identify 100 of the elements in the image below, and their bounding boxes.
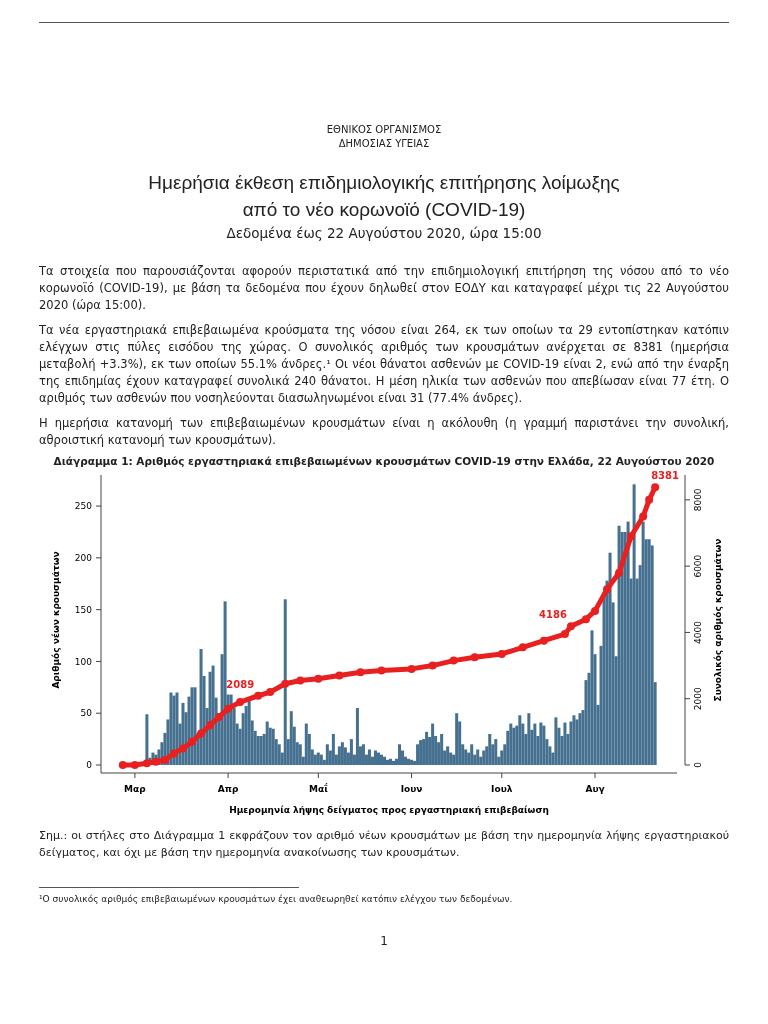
y-tick-label: 250	[74, 501, 93, 512]
point	[188, 737, 197, 746]
x-tick-label: Μαρ	[124, 784, 147, 794]
bar	[367, 749, 371, 765]
bar	[590, 630, 594, 765]
point	[314, 674, 323, 683]
point	[215, 712, 224, 721]
bar	[446, 746, 450, 765]
bar	[509, 723, 513, 765]
bar	[389, 758, 393, 765]
bar	[392, 760, 396, 765]
point	[428, 661, 437, 670]
text: Η ημερήσια κατανομή των επιβεβαιωμένων κρουσμάτων είναι η ακόλουθη (η γραμμή παριστάνει την συνολική, αθροιστική κατανομή των κρουσμάτων).	[39, 415, 729, 449]
point	[639, 512, 648, 521]
bar	[355, 708, 359, 765]
bar	[379, 754, 383, 765]
text: ¹Ο συνολικός αριθμός επιβεβαιωμένων κρουσμάτων έχει αναθεωρηθεί κατόπιν ελέγχου των δεδομένων.	[39, 894, 514, 904]
point	[130, 761, 139, 769]
bar	[572, 715, 576, 765]
bar	[331, 733, 335, 765]
y-tick-label: 200	[74, 553, 93, 564]
data-label: 8381	[651, 470, 680, 482]
bar	[518, 715, 522, 765]
point	[236, 698, 245, 707]
y2-axis-title: Συνολικός αριθμός κρουσμάτων	[713, 538, 723, 702]
bar	[361, 744, 365, 765]
bar	[494, 739, 498, 765]
bar	[289, 711, 293, 765]
bar	[539, 722, 543, 765]
point	[627, 532, 636, 541]
point	[335, 671, 344, 680]
point	[266, 688, 275, 697]
point	[560, 630, 569, 639]
bar	[533, 723, 537, 765]
x-tick-label: Αυγ	[585, 784, 605, 794]
bar	[647, 539, 651, 765]
chart-title: Ημερήσια έκθεση επιδημιολογικής επιτήρησης λοίμωξης από το νέο κορωνοϊό (COVID-19)	[147, 171, 621, 222]
y2-tick-label: 6000	[693, 554, 703, 578]
text: Τα στοιχεία που παρουσιάζονται αφορούν περιστατικά από την επιδημιολογική επιτήρηση της νόσου από το νέο κορωνοϊό (COVID-19), με βάση τα δεδομένα που έχουν δηλωθεί στον ΕΟΔΥ και καταγραφεί μέχρι τις 22 Αυγούστου 2020 (ώρα 15:00).	[39, 263, 729, 314]
point	[645, 495, 654, 504]
point	[603, 585, 612, 594]
point	[377, 666, 386, 675]
point	[118, 761, 127, 769]
y2-tick-label: 2000	[693, 686, 703, 711]
data-label: 2089	[226, 678, 255, 690]
bar	[271, 728, 275, 765]
point	[591, 606, 600, 615]
text: Σημ.: οι στήλες στο Διάγραμμα 1 εκφράζουν τον αριθμό νέων κρουσμάτων με βάση την ημερομηνία λήψης εργαστηριακού δείγματος, και όχι με βάση την ημερομηνία ανακοίνωσης των κρουσμάτων.	[39, 828, 729, 861]
bar	[608, 552, 612, 765]
bar	[470, 744, 474, 765]
bar	[298, 744, 302, 765]
point	[470, 653, 479, 662]
bar	[265, 721, 269, 765]
bar	[259, 736, 263, 765]
bar	[431, 723, 435, 765]
y-tick-label: 0	[86, 760, 93, 771]
point	[224, 704, 233, 713]
bar	[376, 752, 380, 765]
x-tick-label: Μαΐ	[309, 783, 329, 794]
point	[356, 668, 365, 677]
bar	[641, 521, 645, 765]
bar	[527, 713, 531, 765]
bar	[482, 750, 486, 765]
bar	[407, 758, 411, 765]
bar	[398, 744, 402, 765]
bar	[199, 649, 203, 765]
y-axis-title: Αριθμός νέων κρουσμάτων	[51, 551, 61, 689]
point	[281, 679, 290, 688]
bar	[244, 705, 248, 765]
bar	[247, 699, 251, 765]
text: 1	[379, 934, 389, 948]
x-tick-label: Ιουν	[400, 784, 423, 794]
bar	[488, 733, 492, 765]
point	[160, 756, 169, 765]
text: Διάγραμμα 1: Αριθμός εργαστηριακά επιβεβαιωμένων κρουσμάτων COVID-19 στην Ελλάδα, 22 Αυγούστου 2020	[52, 455, 716, 467]
point	[651, 483, 660, 492]
bar	[578, 713, 582, 765]
bar	[349, 739, 353, 765]
bar	[416, 744, 420, 765]
y-tick-label: 100	[74, 656, 93, 667]
bar	[304, 723, 308, 765]
bar	[325, 744, 329, 765]
bar	[373, 750, 377, 765]
bar	[617, 525, 621, 765]
bar	[440, 733, 444, 765]
y-tick-label: 150	[74, 604, 93, 615]
bar	[512, 727, 516, 765]
point	[615, 568, 624, 577]
text: Τα νέα εργαστηριακά επιβεβαιωμένα κρούσματα της νόσου είναι 264, εκ των οποίων τα 29 εντοπίστηκαν κατόπιν ελέγχων στις πύλες εισόδου της χώρας. Ο συνολικός αριθμός των κρουσμάτων ανέρχεται σε 8381 (ημερήσια μεταβολή +3.3%), εκ των οποίων 55.1% άνδρες.¹ Οι νέοι θάνατοι ασθενών με COVID-19 είναι 2, ενώ από την έναρξη της επιδημίας έχουν καταγραφεί συνολικά 240 θάνατοι. Η μέση ηλικία των ασθενών που απεβίωσαν είναι 77 έτη. Ο αριθμός των ασθενών που νοσηλεύονται διασωληνωμένοι είναι 31 (77.4% άνδρες).	[39, 322, 729, 407]
bar	[476, 749, 480, 765]
bar	[337, 746, 341, 765]
bar	[554, 717, 558, 765]
data-label: 4186	[539, 609, 567, 621]
x-tick-label: Ιουλ	[491, 784, 513, 794]
y2-tick-label: 4000	[693, 620, 703, 644]
y2-tick-label: 8000	[693, 488, 703, 512]
point	[539, 636, 548, 645]
y-tick-label: 50	[80, 708, 93, 719]
bar	[563, 722, 567, 765]
bar	[632, 484, 636, 765]
